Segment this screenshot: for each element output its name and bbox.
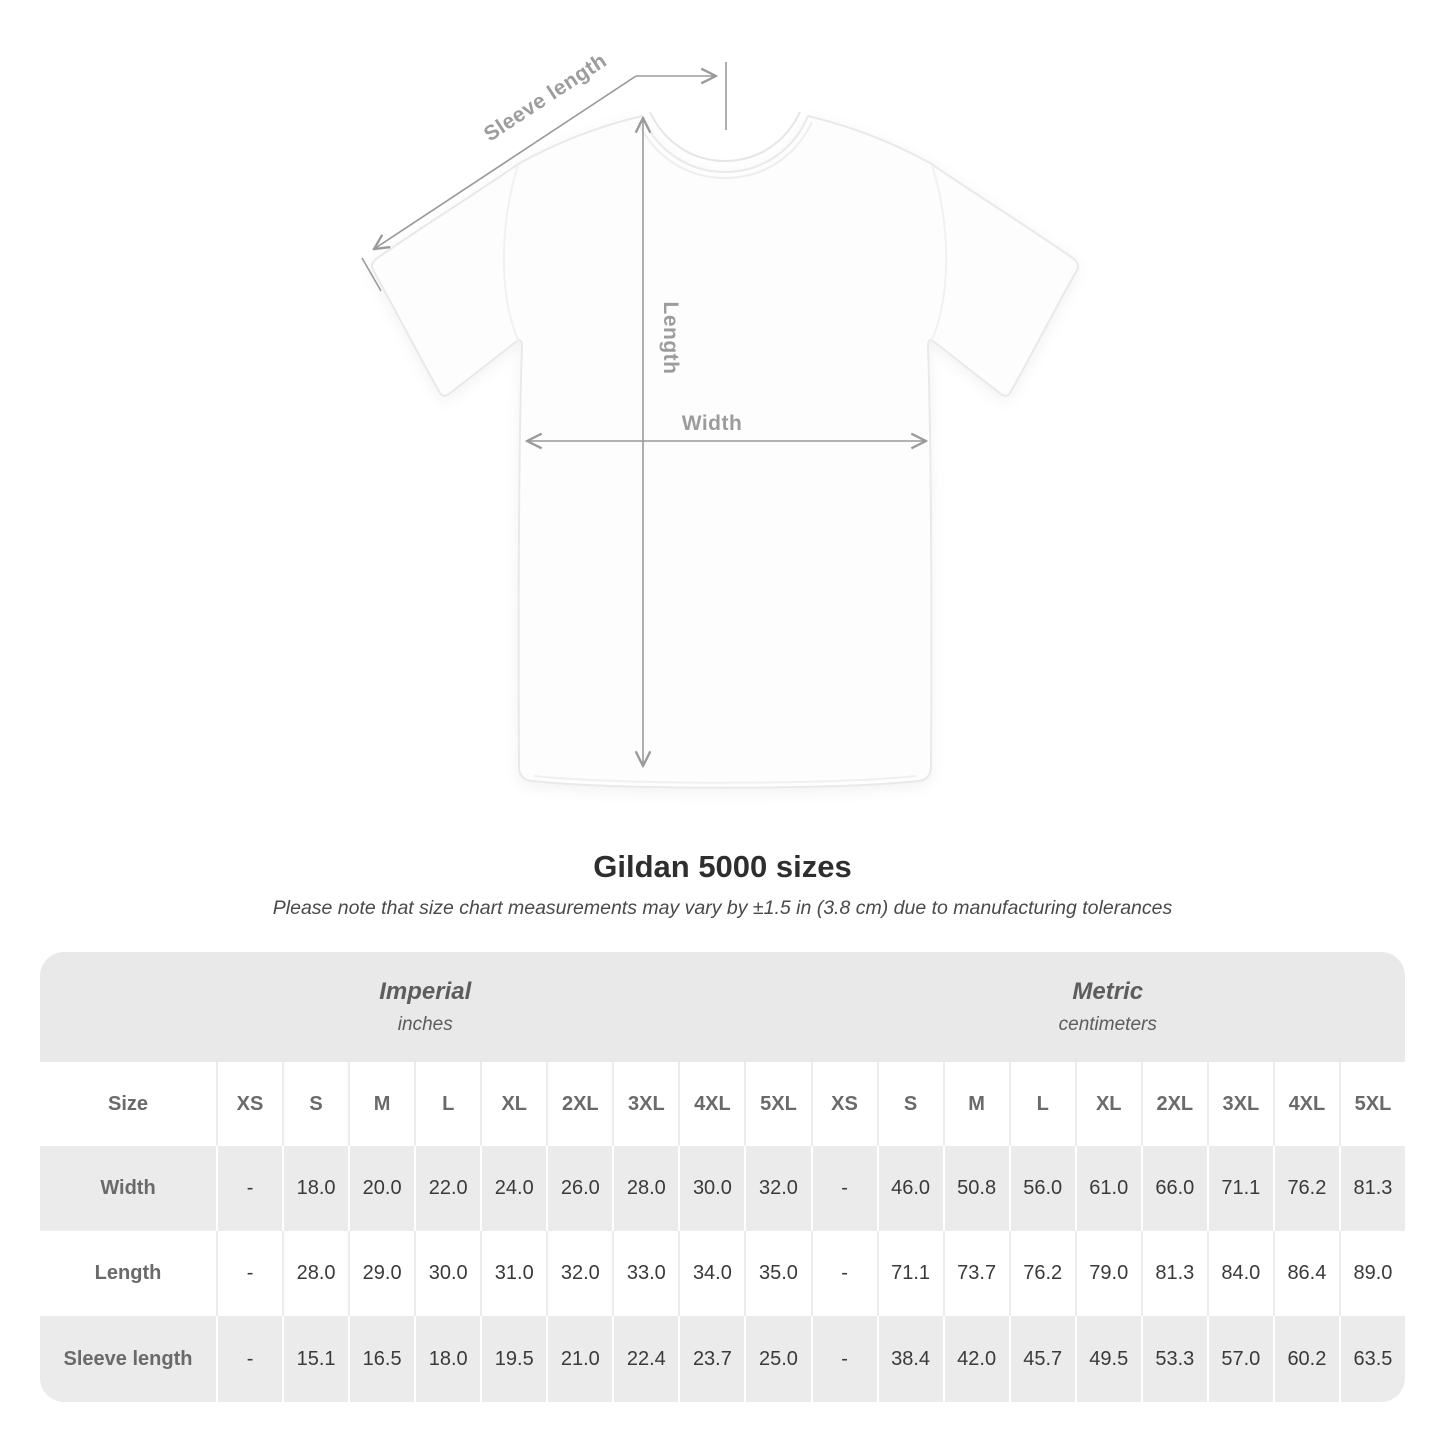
tshirt-illustration xyxy=(371,111,1079,789)
table-cell: 28.0 xyxy=(612,1146,679,1231)
table-cell: 79.0 xyxy=(1074,1231,1141,1316)
table-cell: 81.3 xyxy=(1338,1146,1405,1231)
table-cell: 18.0 xyxy=(282,1146,349,1231)
tshirt-diagram-svg: Sleeve length Length Width xyxy=(361,49,1079,789)
metric-section-header: Metric centimeters xyxy=(810,952,1405,1062)
row-label: Sleeve length xyxy=(40,1316,216,1402)
table-cell: 71.1 xyxy=(876,1231,943,1316)
metric-unit: centimeters xyxy=(1058,1014,1157,1035)
imperial-label: Imperial xyxy=(379,978,472,1005)
size-header: 4XL xyxy=(1272,1062,1339,1146)
page-title: Gildan 5000 sizes xyxy=(593,849,852,884)
hem-seam xyxy=(533,775,917,784)
tshirt-diagram: Sleeve length Length Width xyxy=(361,49,1079,789)
table-cell: 25.0 xyxy=(744,1316,811,1402)
size-header: 3XL xyxy=(612,1062,679,1146)
table-cell: 76.2 xyxy=(1008,1231,1075,1316)
table-cell: - xyxy=(810,1316,877,1402)
imperial-unit: inches xyxy=(397,1014,453,1035)
size-header: 4XL xyxy=(678,1062,745,1146)
left-armhole-seam xyxy=(502,164,520,343)
right-armhole-seam xyxy=(930,164,948,343)
table-cell: - xyxy=(216,1231,283,1316)
measurement-lines xyxy=(361,62,926,766)
table-cell: 19.5 xyxy=(480,1316,547,1402)
table-cell: 33.0 xyxy=(612,1231,679,1316)
table-cell: 57.0 xyxy=(1206,1316,1273,1402)
size-header: S xyxy=(282,1062,349,1146)
table-cell: 29.0 xyxy=(348,1231,415,1316)
length-label: Length xyxy=(659,302,682,375)
table-cell: 23.7 xyxy=(678,1316,745,1402)
size-header: L xyxy=(1008,1062,1075,1146)
size-header: L xyxy=(414,1062,481,1146)
collar-seam xyxy=(649,111,801,163)
size-header: XS xyxy=(810,1062,877,1146)
table-cell: 30.0 xyxy=(678,1146,745,1231)
row-label: Width xyxy=(40,1146,216,1231)
table-cell: 49.5 xyxy=(1074,1316,1141,1402)
imperial-section-header: Imperial inches xyxy=(40,952,811,1062)
width-label: Width xyxy=(682,412,743,435)
size-header: 3XL xyxy=(1206,1062,1273,1146)
size-header: 2XL xyxy=(546,1062,613,1146)
table-cell: 32.0 xyxy=(546,1231,613,1316)
size-header: XL xyxy=(1074,1062,1141,1146)
size-header: 2XL xyxy=(1140,1062,1207,1146)
table-cell: 32.0 xyxy=(744,1146,811,1231)
size-column-header: Size xyxy=(40,1062,216,1146)
table-cell: 61.0 xyxy=(1074,1146,1141,1231)
table-cell: 53.3 xyxy=(1140,1316,1207,1402)
table-cell: 21.0 xyxy=(546,1316,613,1402)
table-cell: 22.0 xyxy=(414,1146,481,1231)
table-cell: - xyxy=(810,1146,877,1231)
table-cell: 15.1 xyxy=(282,1316,349,1402)
table-cell: 56.0 xyxy=(1008,1146,1075,1231)
size-header: 5XL xyxy=(1338,1062,1405,1146)
table-cell: 60.2 xyxy=(1272,1316,1339,1402)
table-cell: 86.4 xyxy=(1272,1231,1339,1316)
table-cell: 24.0 xyxy=(480,1146,547,1231)
size-header: XS xyxy=(216,1062,283,1146)
table-cell: 42.0 xyxy=(942,1316,1009,1402)
size-chart-table: Imperial inches Metric centimeters Size … xyxy=(40,952,1405,1402)
size-header: XL xyxy=(480,1062,547,1146)
size-header: S xyxy=(876,1062,943,1146)
table-cell: 35.0 xyxy=(744,1231,811,1316)
table-cell: - xyxy=(216,1316,283,1402)
table-cell: 22.4 xyxy=(612,1316,679,1402)
table-cell: 84.0 xyxy=(1206,1231,1273,1316)
sleeve-hem-tick xyxy=(361,257,382,292)
table-cell: 28.0 xyxy=(282,1231,349,1316)
table-cell: - xyxy=(216,1146,283,1231)
metric-label: Metric xyxy=(1072,978,1144,1005)
table-cell: 50.8 xyxy=(942,1146,1009,1231)
size-header: M xyxy=(942,1062,1009,1146)
table-cell: 66.0 xyxy=(1140,1146,1207,1231)
sleeve-length-arrow xyxy=(374,75,637,249)
row-label: Length xyxy=(40,1231,216,1316)
table-cell: 76.2 xyxy=(1272,1146,1339,1231)
tolerance-note: Please note that size chart measurements… xyxy=(272,897,1173,919)
table-cell: 63.5 xyxy=(1338,1316,1405,1402)
table-cell: 31.0 xyxy=(480,1231,547,1316)
table-cell: 34.0 xyxy=(678,1231,745,1316)
table-cell: 26.0 xyxy=(546,1146,613,1231)
table-cell: 38.4 xyxy=(876,1316,943,1402)
table-cell: 45.7 xyxy=(1008,1316,1075,1402)
table-cell: 71.1 xyxy=(1206,1146,1273,1231)
table-cell: 20.0 xyxy=(348,1146,415,1231)
table-cell: 81.3 xyxy=(1140,1231,1207,1316)
table-cell: - xyxy=(810,1231,877,1316)
size-header: M xyxy=(348,1062,415,1146)
table-cell: 18.0 xyxy=(414,1316,481,1402)
table-cell: 73.7 xyxy=(942,1231,1009,1316)
table-cell: 16.5 xyxy=(348,1316,415,1402)
table-cell: 46.0 xyxy=(876,1146,943,1231)
table-cell: 89.0 xyxy=(1338,1231,1405,1316)
table-cell: 30.0 xyxy=(414,1231,481,1316)
collar-outer-seam xyxy=(637,121,813,180)
size-header: 5XL xyxy=(744,1062,811,1146)
